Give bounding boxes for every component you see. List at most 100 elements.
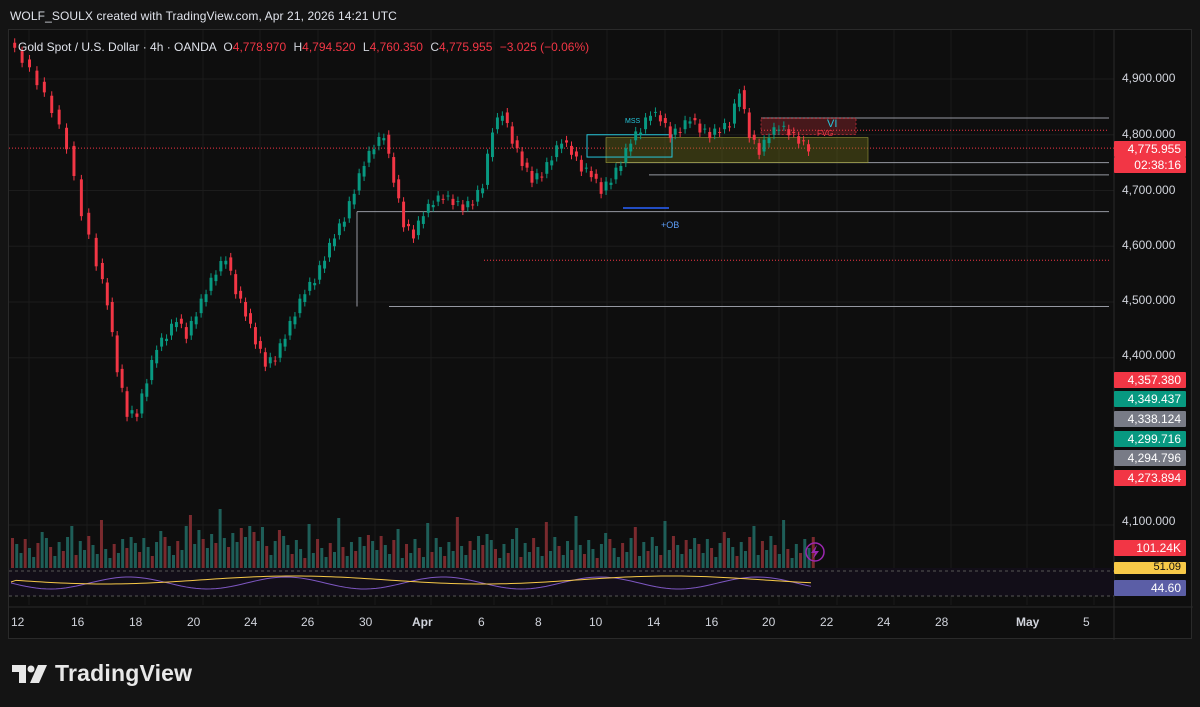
candle-body <box>446 195 450 197</box>
volume-bar <box>519 557 523 568</box>
candle-body <box>313 283 317 286</box>
volume-bar <box>782 520 786 568</box>
volume-bar <box>629 538 633 568</box>
candle-body <box>308 281 312 291</box>
candle-body <box>402 201 406 228</box>
time-axis-label: 12 <box>11 615 25 629</box>
volume-bar <box>294 540 298 568</box>
volume-bar <box>252 532 256 568</box>
volume-bar <box>146 547 150 568</box>
volume-bar <box>78 541 82 568</box>
volume-bar <box>553 537 557 568</box>
volume-bar <box>273 541 277 568</box>
volume-bar <box>786 549 790 568</box>
volume-bar <box>765 550 769 568</box>
volume-bar <box>540 556 544 568</box>
high-label: H <box>293 40 303 54</box>
volume-bar <box>400 558 404 568</box>
volume-bar <box>239 528 243 568</box>
candle-body <box>219 261 223 272</box>
chart-panel[interactable]: MSS +OB VI FVG <box>8 29 1193 640</box>
volume-bar <box>667 550 671 568</box>
volume-bar <box>510 539 514 568</box>
candle-body <box>416 220 420 236</box>
volume-bar <box>53 556 57 568</box>
candle-body <box>639 132 643 135</box>
volume-bar <box>375 550 379 568</box>
candle-body <box>792 131 796 133</box>
volume-bar <box>83 550 87 568</box>
candle-body <box>481 188 485 194</box>
candle-body <box>120 368 124 388</box>
candle-body <box>644 117 648 130</box>
volume-bar <box>61 551 65 568</box>
volume-bar <box>345 556 349 568</box>
volume-bar <box>366 535 370 568</box>
volume-bar <box>99 520 103 568</box>
volume-bar <box>15 544 19 568</box>
open-label: O <box>223 40 233 54</box>
volume-bar <box>421 557 425 568</box>
volume-bar <box>290 554 294 568</box>
volume-bar <box>379 536 383 568</box>
volume-bar <box>799 553 803 568</box>
candle-body <box>421 216 425 224</box>
volume-bar <box>299 549 303 568</box>
lightning-icon <box>805 542 825 562</box>
volume-bar <box>688 549 692 568</box>
volume-tag: 101.24K <box>1114 540 1186 556</box>
volume-bar <box>188 515 192 568</box>
volume-bar <box>316 539 320 568</box>
candle-body <box>787 129 791 136</box>
volume-bar <box>468 541 472 568</box>
volume-bar <box>108 558 112 568</box>
volume-bar <box>104 549 108 568</box>
candle-body <box>342 221 346 227</box>
tradingview-logo[interactable]: TradingView <box>12 660 192 687</box>
volume-bar <box>701 553 705 568</box>
candle-body <box>609 182 613 185</box>
candle-body <box>594 173 598 179</box>
volume-bar <box>248 526 252 568</box>
volume-bar <box>760 541 764 568</box>
candle-body <box>426 203 430 213</box>
volume-bar <box>625 552 629 568</box>
candle-body <box>298 298 302 314</box>
symbol-label[interactable]: Gold Spot / U.S. Dollar · 4h · OANDA <box>18 40 217 54</box>
volume-bar <box>307 524 311 568</box>
candle-body <box>629 143 633 152</box>
candle-body <box>476 189 480 202</box>
chart-grid <box>9 30 1193 640</box>
candle-body <box>337 223 341 236</box>
candle-body <box>624 148 628 163</box>
candle-body <box>451 198 455 205</box>
volume-bar <box>354 551 358 568</box>
price-tag: 4,294.796 <box>1114 450 1186 466</box>
volume-bar <box>256 541 260 568</box>
candle-body <box>367 150 371 163</box>
candle-body <box>584 167 588 169</box>
time-axis-label: 30 <box>359 615 373 629</box>
candle-body <box>678 131 682 133</box>
volume-bar <box>735 556 739 568</box>
candle-body <box>199 298 203 314</box>
candle-body <box>362 165 366 177</box>
volume-bar <box>409 553 413 568</box>
candle-body <box>431 204 435 208</box>
volume-bars <box>11 509 815 568</box>
time-axis-label: Apr <box>412 615 433 629</box>
volume-bar <box>430 552 434 568</box>
time-axis-label: 6 <box>478 615 485 629</box>
volume-bar <box>70 526 74 568</box>
candle-body <box>125 391 129 417</box>
candle-body <box>703 128 707 130</box>
volume-bar <box>591 549 595 568</box>
volume-bar <box>413 539 417 568</box>
candle-body <box>550 160 554 166</box>
volume-bar <box>455 517 459 568</box>
candle-body <box>718 131 722 133</box>
volume-bar <box>710 548 714 568</box>
price-axis-label: 4,600.000 <box>1122 238 1176 252</box>
volume-bar <box>443 556 447 568</box>
